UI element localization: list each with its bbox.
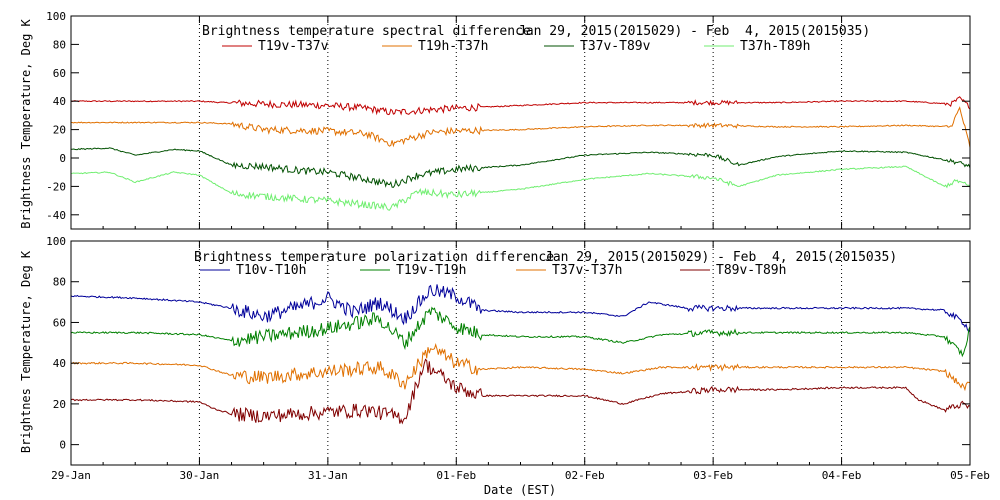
x-tick-label: 30-Jan	[180, 469, 220, 482]
y-tick-label: -40	[46, 209, 66, 222]
series-line-t37v-t89v	[71, 147, 971, 188]
legend-label: T37v-T89v	[580, 39, 651, 54]
y-axis-label: Brightness Temperature, Deg K	[19, 18, 33, 228]
x-tick-label: 31-Jan	[308, 469, 348, 482]
y-tick-label: 20	[53, 398, 66, 411]
y-tick-label: 80	[53, 38, 66, 51]
x-tick-label: 01-Feb	[436, 469, 476, 482]
panel-title: Brightness temperature spectral differen…	[202, 24, 531, 39]
panel-date-range: Jan 29, 2015(2015029) - Feb 4, 2015(2015…	[518, 24, 870, 39]
plot-frame	[70, 240, 971, 466]
series-line-t19v-t37v	[70, 96, 971, 116]
legend-label: T19v-T19h	[396, 263, 466, 278]
y-tick-label: 80	[53, 276, 66, 289]
panel-date-range: Jan 29, 2015(2015029) - Feb 4, 2015(2015…	[545, 250, 897, 265]
series-line-t19v-t19h	[70, 306, 971, 358]
series-line-t19h-t37h	[71, 106, 971, 148]
series-line-t37h-t89h	[70, 165, 971, 211]
legend: T19v-T37v T19h-T37h T37v-T89v T37h-T89h	[222, 39, 810, 54]
y-tick-label: 0	[59, 439, 66, 452]
series-line-t37v-t37h	[70, 342, 971, 392]
legend: T10v-T10h T19v-T19h T37v-T37h T89v-T89h	[200, 263, 786, 278]
x-axis	[102, 16, 939, 229]
x-axis: 29-Jan 30-Jan 31-Jan 01-Feb 02-Feb 03-Feb 04-F…	[51, 241, 990, 482]
panel-title: Brightness temperature polarization diff…	[194, 250, 554, 265]
x-tick-label: 29-Jan	[51, 469, 91, 482]
legend-label: T19h-T37h	[418, 39, 488, 54]
y-tick-label: 40	[53, 95, 66, 108]
x-tick-label: 05-Feb	[950, 469, 990, 482]
series-line-t10v-t10h	[70, 284, 971, 333]
legend-label: T89v-T89h	[716, 263, 786, 278]
x-tick-label: 03-Feb	[693, 469, 733, 482]
grid-lines	[198, 241, 843, 465]
y-tick-label: 60	[53, 316, 66, 329]
series-lines	[70, 284, 971, 425]
y-tick-label: 100	[46, 10, 66, 23]
x-tick-label: 04-Feb	[822, 469, 862, 482]
y-axis-label: Brightnes Temperature, Deg K	[19, 250, 33, 453]
series-line-t89v-t89h	[70, 358, 971, 425]
legend-label: T19v-T37v	[258, 39, 329, 54]
y-axis: -40 -20 0 20 40 60 80 100	[46, 10, 970, 222]
y-tick-label: 60	[53, 67, 66, 80]
polarization-difference-panel: 0 20 40 60 80 100 29-Jan 30-Jan 31-Jan 01-Feb 02-…	[19, 235, 990, 497]
x-tick-label: 02-Feb	[565, 469, 605, 482]
legend-label: T10v-T10h	[236, 263, 306, 278]
y-tick-label: 40	[53, 357, 66, 370]
y-tick-label: 100	[46, 235, 66, 248]
y-tick-label: 0	[59, 152, 66, 165]
spectral-difference-panel: -40 -20 0 20 40 60 80 100 Brightness temperatur…	[19, 10, 971, 230]
series-lines	[70, 96, 971, 211]
legend-label: T37v-T37h	[552, 263, 622, 278]
y-tick-label: -20	[46, 180, 66, 193]
legend-label: T37h-T89h	[740, 39, 810, 54]
y-axis: 0 20 40 60 80 100	[46, 235, 970, 452]
y-tick-label: 20	[53, 124, 66, 137]
x-axis-label: Date (EST)	[484, 483, 556, 497]
